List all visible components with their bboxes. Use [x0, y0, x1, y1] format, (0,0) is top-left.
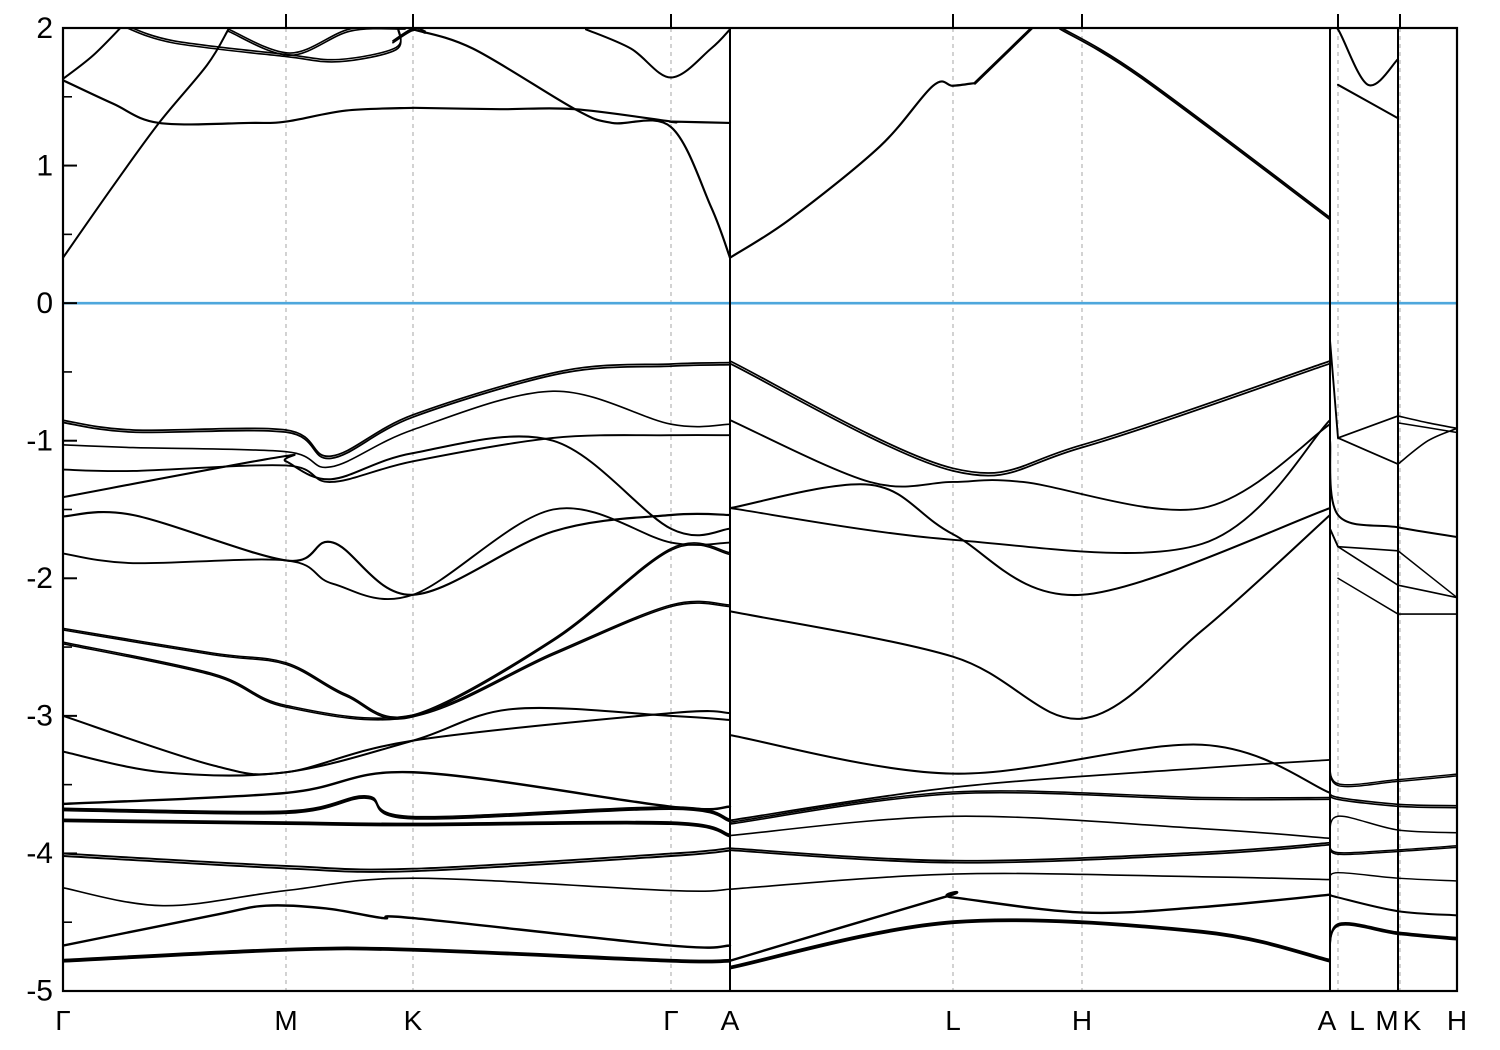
- svg-text:M: M: [274, 1005, 297, 1036]
- svg-text:M: M: [1375, 1005, 1398, 1036]
- svg-text:1: 1: [36, 150, 53, 183]
- svg-text:Γ: Γ: [55, 1005, 70, 1036]
- svg-text:K: K: [404, 1005, 423, 1036]
- svg-text:L: L: [945, 1005, 961, 1036]
- svg-text:-1: -1: [26, 425, 53, 458]
- svg-text:L: L: [1349, 1005, 1365, 1036]
- svg-text:A: A: [1318, 1005, 1337, 1036]
- svg-text:-4: -4: [26, 837, 53, 870]
- svg-text:Γ: Γ: [663, 1005, 678, 1036]
- svg-text:H: H: [1072, 1005, 1092, 1036]
- svg-text:K: K: [1403, 1005, 1422, 1036]
- svg-text:2: 2: [36, 12, 53, 45]
- svg-text:-5: -5: [26, 975, 53, 1008]
- svg-text:-3: -3: [26, 700, 53, 733]
- svg-text:-2: -2: [26, 562, 53, 595]
- svg-text:A: A: [721, 1005, 740, 1036]
- svg-text:H: H: [1447, 1005, 1467, 1036]
- svg-text:0: 0: [36, 287, 53, 320]
